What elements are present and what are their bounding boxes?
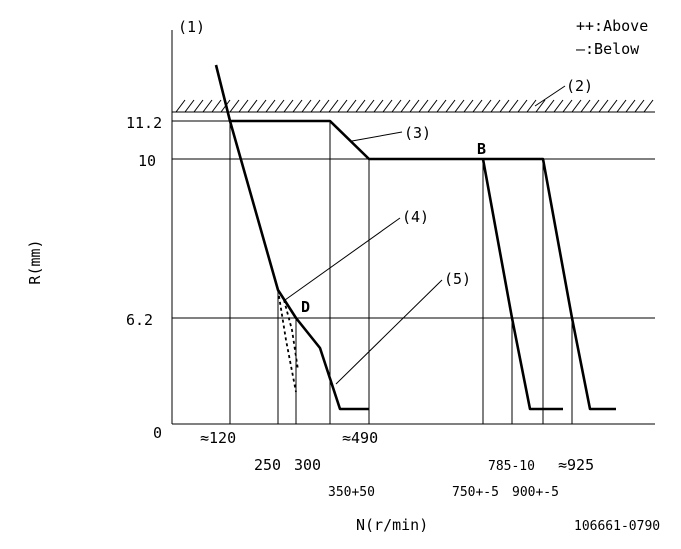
y-tick-6-2: 6.2 <box>126 311 153 329</box>
hatch-mark <box>427 99 438 113</box>
callout-5: (5) <box>444 270 471 288</box>
hatch-mark <box>283 99 294 113</box>
hatch-mark <box>346 99 357 113</box>
hatch-mark <box>328 99 339 113</box>
hatch-mark <box>436 99 447 113</box>
hatch-mark <box>544 99 555 113</box>
hatch-mark <box>454 99 465 113</box>
callout-3: (3) <box>404 124 431 142</box>
hatch-mark <box>643 99 654 113</box>
hatch-mark <box>553 99 564 113</box>
callout-1: (1) <box>178 18 205 36</box>
leader-5 <box>335 279 443 385</box>
hatch-mark <box>472 99 483 113</box>
x-tick-300: 300 <box>294 456 321 474</box>
hatch-mark <box>229 99 240 113</box>
hatch-mark <box>364 99 375 113</box>
hatch-mark <box>238 99 249 113</box>
hatch-mark <box>517 99 528 113</box>
hatch-mark <box>589 99 600 113</box>
x-tick-900: 900+-5 <box>512 485 559 500</box>
curve-start <box>228 120 369 411</box>
callout-4: (4) <box>402 208 429 226</box>
y-tick-0: 0 <box>153 424 162 442</box>
x-tick-250: 250 <box>254 456 281 474</box>
hatch-mark <box>193 99 204 113</box>
hatch-mark <box>445 99 456 113</box>
curve-dotted <box>277 289 297 393</box>
hatch-mark <box>211 99 222 113</box>
point-b: B <box>477 140 486 158</box>
hatch-mark <box>616 99 627 113</box>
x-axis-title: N(r/min) <box>356 516 428 534</box>
hatch-mark <box>184 99 195 113</box>
hatch-mark <box>355 99 366 113</box>
hatch-mark <box>526 99 537 113</box>
hatch-mark <box>265 99 276 113</box>
y-axis-title: R(mm) <box>26 239 44 284</box>
hatch-mark <box>319 99 330 113</box>
hatch-mark <box>481 99 492 113</box>
curve-main <box>214 64 616 411</box>
hatch-mark <box>418 99 429 113</box>
hatch-mark <box>535 99 546 113</box>
hatch-mark <box>175 99 186 113</box>
leader-3 <box>351 131 403 142</box>
hatch-mark <box>562 99 573 113</box>
legend-above: ++:Above <box>576 17 648 35</box>
x-tick-750: 750+-5 <box>452 485 499 500</box>
hatch-mark <box>391 99 402 113</box>
point-d: D <box>301 298 310 316</box>
y-tick-11-2: 11.2 <box>126 114 162 132</box>
figure-id: 106661-0790 <box>574 519 660 534</box>
curve-dotted-2 <box>283 299 299 371</box>
hatch-mark <box>274 99 285 113</box>
legend-below: —:Below <box>576 40 640 58</box>
hatch-mark <box>301 99 312 113</box>
hatch-mark <box>310 99 321 113</box>
x-tick-350: 350+50 <box>328 485 375 500</box>
hatch-mark <box>625 99 636 113</box>
hatch-mark <box>256 99 267 113</box>
leader-2 <box>534 85 566 107</box>
hatch-mark <box>463 99 474 113</box>
x-tick-120: ≈120 <box>200 429 236 447</box>
hatch-mark <box>499 99 510 113</box>
hatch-mark <box>409 99 420 113</box>
hatch-mark <box>247 99 258 113</box>
x-tick-490: ≈490 <box>342 429 378 447</box>
hatch-mark <box>580 99 591 113</box>
hatch-mark <box>571 99 582 113</box>
hatch-mark <box>508 99 519 113</box>
hatch-mark <box>373 99 384 113</box>
hatch-mark <box>337 99 348 113</box>
hatch-mark <box>634 99 645 113</box>
x-tick-925: ≈925 <box>558 456 594 474</box>
curve-b <box>481 158 563 411</box>
hatch-mark <box>598 99 609 113</box>
hatch-mark <box>400 99 411 113</box>
x-tick-785: 785-10 <box>488 459 535 474</box>
leader-4 <box>284 217 401 301</box>
hatch-mark <box>490 99 501 113</box>
limit-hatch <box>175 99 654 113</box>
callout-2: (2) <box>566 77 593 95</box>
hatch-mark <box>382 99 393 113</box>
hatch-mark <box>202 99 213 113</box>
hatch-mark <box>292 99 303 113</box>
hatch-mark <box>607 99 618 113</box>
y-tick-10: 10 <box>138 152 156 170</box>
